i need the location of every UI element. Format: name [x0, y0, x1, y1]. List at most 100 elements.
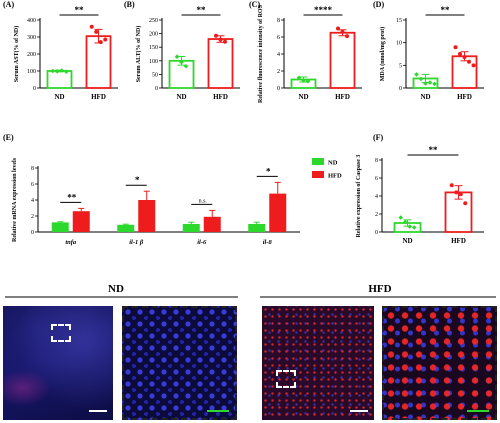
y-tick-label: 4	[31, 198, 34, 204]
data-point	[59, 68, 65, 73]
y-tick-label: 150	[149, 45, 158, 51]
bar	[51, 222, 69, 232]
bar	[138, 200, 156, 232]
significance-label: **	[429, 145, 439, 155]
x-tick-label: il-8	[263, 239, 273, 246]
data-point	[407, 224, 413, 229]
y-tick-label: 6	[277, 35, 280, 41]
x-tick-label: HFD	[213, 93, 228, 101]
x-tick-label: il-6	[197, 239, 207, 246]
significance-label: **	[67, 192, 77, 202]
bar	[203, 216, 221, 232]
y-axis-label: Serum AST(% of ND)	[13, 26, 20, 83]
y-tick-label: 6	[31, 182, 34, 188]
zoom-frame	[382, 306, 497, 420]
y-tick-label: 200	[149, 32, 158, 38]
data-point	[467, 59, 471, 64]
data-point	[89, 24, 94, 29]
data-point	[305, 78, 311, 84]
data-point	[98, 40, 103, 45]
data-point	[218, 37, 223, 42]
bar	[329, 31, 356, 89]
bar	[207, 38, 234, 89]
data-point	[414, 72, 419, 77]
panel-label: (C)	[249, 0, 260, 9]
legend-swatch	[312, 171, 324, 178]
data-point	[183, 63, 189, 69]
bar	[117, 224, 135, 232]
y-tick-label: 50	[152, 72, 158, 78]
y-tick-label: 200	[27, 52, 36, 58]
x-tick-label: ND	[402, 237, 412, 245]
y-tick-label: 8	[375, 158, 378, 164]
y-tick-label: 4	[277, 52, 280, 58]
x-tick-label: HFD	[457, 93, 472, 101]
chart-panel-5: (E) 0 2 4 6 8 Relative mRNA expression levels *…	[3, 133, 342, 246]
y-tick-label: 10	[396, 41, 402, 47]
panel-label: (E)	[3, 133, 14, 142]
micrograph-hfd-zoom	[382, 306, 497, 420]
bar	[46, 70, 73, 89]
y-tick-label: 6	[375, 176, 378, 182]
y-tick-label: 8	[277, 18, 280, 24]
data-point	[54, 69, 60, 74]
y-tick-label: 0	[399, 86, 402, 92]
x-tick-label: il-1 β	[129, 239, 144, 246]
data-point	[398, 215, 404, 220]
micrograph-nd-zoom	[122, 306, 237, 420]
scale-bar	[207, 410, 229, 412]
zoom-region-marker	[51, 324, 71, 342]
panel-label: (F)	[373, 133, 384, 142]
data-point	[402, 219, 408, 225]
y-tick-label: 100	[149, 59, 158, 65]
y-tick-label: 5	[399, 63, 402, 69]
bar	[451, 55, 478, 89]
y-tick-label: 4	[375, 194, 378, 200]
data-point	[296, 75, 302, 81]
bar	[182, 224, 200, 232]
data-point	[103, 37, 108, 42]
significance-label: *	[135, 175, 140, 185]
significance-label: *	[266, 166, 271, 176]
legend-swatch	[312, 158, 324, 165]
chart-panel-1: (A) 0 100 200 300 400 Serum AST(% of ND) ND HFD *…	[3, 0, 118, 101]
data-point	[179, 59, 184, 65]
data-point	[50, 68, 56, 74]
zoom-region-marker	[276, 370, 296, 388]
legend-label: ND	[328, 160, 338, 167]
data-point	[63, 69, 69, 74]
data-point	[223, 39, 227, 44]
chart-panel-6: (F) 0 2 4 6 8 Relative expression of Caspase 3…	[356, 133, 484, 245]
x-tick-label: ND	[54, 93, 64, 101]
y-tick-label: 15	[396, 18, 402, 24]
data-point	[411, 225, 417, 230]
panel-label: (A)	[3, 0, 14, 9]
y-tick-label: 2	[31, 214, 34, 220]
zoom-frame	[122, 306, 237, 420]
significance-label: n.s.	[199, 198, 208, 204]
data-point	[301, 78, 306, 83]
data-point	[340, 29, 345, 34]
data-point	[94, 29, 99, 34]
y-tick-label: 0	[375, 230, 378, 236]
y-axis-label: Relative expression of Caspase 3	[356, 155, 362, 238]
x-tick-label: tnfa	[65, 239, 77, 246]
y-tick-label: 400	[27, 18, 36, 24]
y-axis-label: Serum ALT(% of ND)	[135, 26, 142, 83]
scale-bar	[467, 410, 489, 412]
data-point	[449, 183, 454, 188]
data-point	[458, 192, 463, 197]
data-point	[454, 190, 459, 195]
significance-label: **	[441, 5, 451, 15]
micrograph-nd-overview	[3, 306, 113, 420]
significance-label: **	[197, 5, 207, 15]
legend-label: HFD	[328, 173, 342, 180]
data-point	[462, 55, 467, 60]
y-tick-label: 0	[277, 86, 280, 92]
data-point	[458, 52, 462, 56]
y-tick-label: 250	[149, 18, 158, 24]
data-point	[453, 45, 458, 50]
data-point	[423, 81, 428, 86]
